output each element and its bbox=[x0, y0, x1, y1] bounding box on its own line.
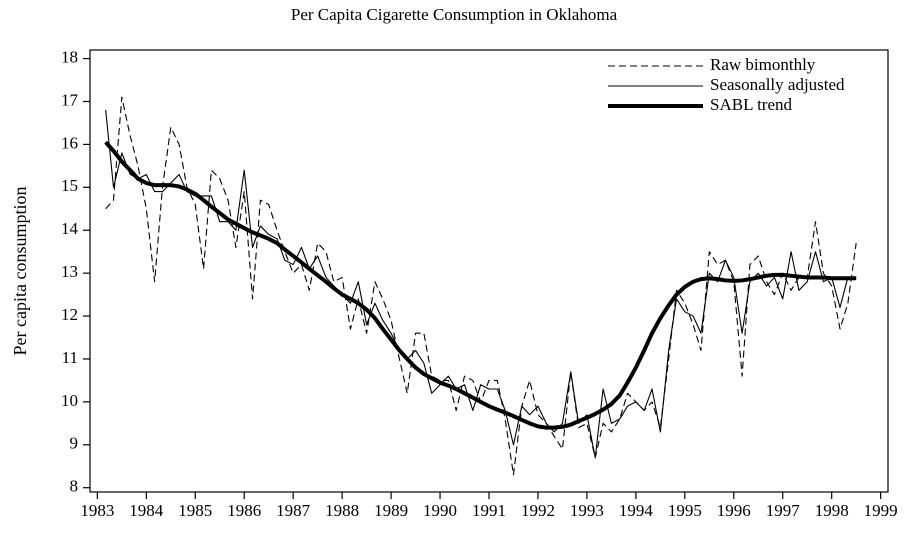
x-tick-label: 1996 bbox=[717, 501, 751, 520]
legend-label: SABL trend bbox=[710, 95, 793, 114]
x-tick-label: 1985 bbox=[178, 501, 212, 520]
y-tick-label: 8 bbox=[70, 477, 79, 496]
y-tick-label: 11 bbox=[62, 348, 78, 367]
x-tick-label: 1992 bbox=[521, 501, 555, 520]
x-tick-label: 1991 bbox=[472, 501, 506, 520]
x-tick-label: 1987 bbox=[276, 501, 311, 520]
y-tick-label: 10 bbox=[61, 391, 78, 410]
legend-label: Seasonally adjusted bbox=[710, 75, 845, 94]
x-tick-label: 1993 bbox=[570, 501, 604, 520]
y-tick-label: 12 bbox=[61, 305, 78, 324]
x-tick-label: 1999 bbox=[864, 501, 898, 520]
x-tick-label: 1990 bbox=[423, 501, 457, 520]
x-tick-label: 1989 bbox=[374, 501, 408, 520]
x-tick-label: 1998 bbox=[815, 501, 849, 520]
series-line bbox=[105, 96, 857, 476]
series-line bbox=[105, 110, 857, 459]
x-tick-label: 1997 bbox=[766, 501, 801, 520]
y-tick-label: 9 bbox=[70, 434, 79, 453]
x-tick-label: 1986 bbox=[227, 501, 261, 520]
plot-frame bbox=[89, 49, 889, 493]
y-tick-label: 14 bbox=[61, 219, 79, 238]
y-tick-label: 16 bbox=[61, 133, 78, 152]
legend-label: Raw bimonthly bbox=[710, 55, 816, 74]
chart-title: Per Capita Cigarette Consumption in Okla… bbox=[291, 5, 618, 24]
x-tick-label: 1994 bbox=[619, 501, 654, 520]
x-tick-label: 1995 bbox=[668, 501, 702, 520]
series-line bbox=[104, 140, 857, 430]
x-tick-label: 1983 bbox=[80, 501, 114, 520]
y-axis-label: Per capita consumption bbox=[10, 187, 30, 356]
y-tick-label: 17 bbox=[61, 90, 79, 109]
y-tick-label: 15 bbox=[61, 176, 78, 195]
y-tick-label: 18 bbox=[61, 47, 78, 66]
y-tick-label: 13 bbox=[61, 262, 78, 281]
x-tick-label: 1988 bbox=[325, 501, 359, 520]
x-tick-label: 1984 bbox=[129, 501, 164, 520]
